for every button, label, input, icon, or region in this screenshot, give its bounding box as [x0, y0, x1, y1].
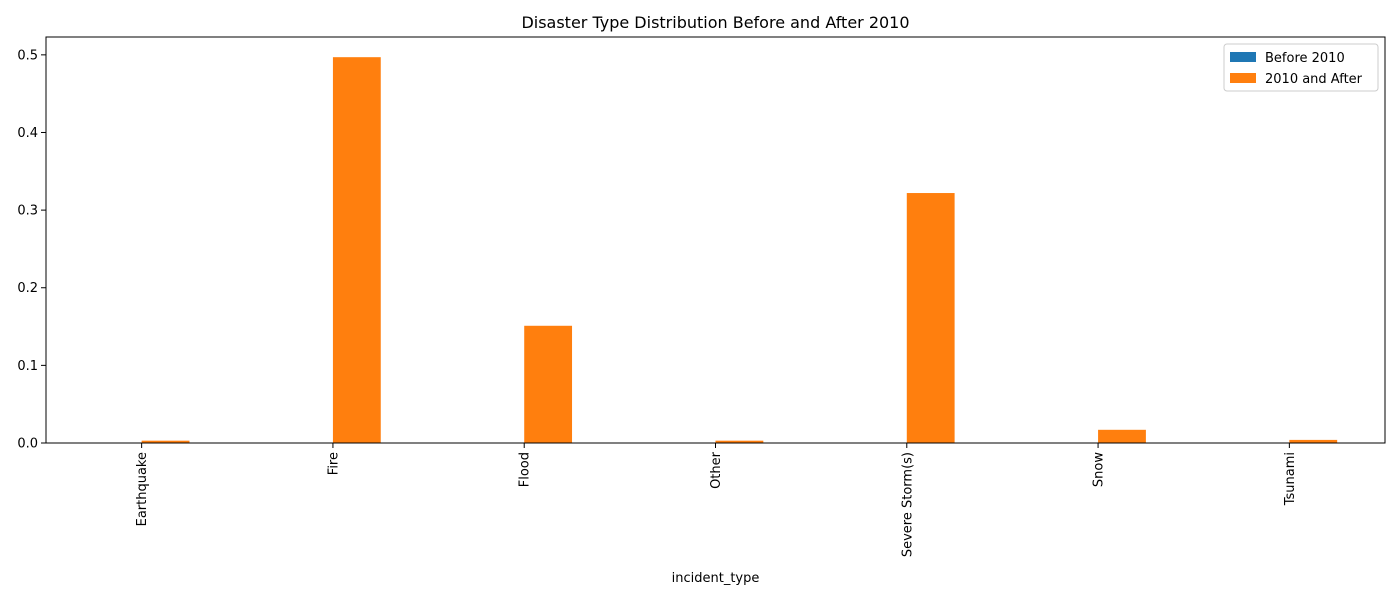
- x-tick-label: Other: [709, 451, 724, 489]
- x-tick-label: Flood: [518, 452, 533, 487]
- bar-2010-and-after-severe-storm-s: [906, 193, 955, 443]
- y-axis: 0.0 0.1 0.2 0.3 0.4 0.5: [17, 48, 46, 452]
- x-axis: Earthquake Fire Flood Other Severe Storm(s) S…: [135, 443, 1298, 557]
- y-tick-label: 0.0: [17, 437, 38, 452]
- legend-label: 2010 and After: [1265, 72, 1363, 87]
- x-tick-label: Severe Storm(s): [900, 452, 915, 557]
- y-tick-label: 0.4: [17, 126, 38, 141]
- legend: Before 2010 2010 and After: [1223, 43, 1379, 92]
- x-tick-label: Snow: [1092, 452, 1107, 487]
- bar-2010-and-after-flood: [524, 325, 573, 443]
- legend-label: Before 2010: [1265, 51, 1345, 66]
- bar-2010-and-after-other: [715, 440, 764, 443]
- y-tick-label: 0.3: [17, 204, 38, 219]
- y-tick-label: 0.2: [17, 281, 38, 296]
- x-tick-label: Fire: [326, 452, 341, 475]
- x-tick-label: Tsunami: [1283, 452, 1298, 506]
- y-tick-label: 0.5: [17, 48, 38, 63]
- x-tick-label: Earthquake: [135, 452, 150, 526]
- y-tick-label: 0.1: [17, 359, 38, 374]
- bar-2010-and-after-tsunami: [1289, 439, 1338, 443]
- bars-group: [141, 57, 1338, 443]
- legend-swatch: [1230, 73, 1256, 83]
- bar-2010-and-after-fire: [332, 57, 381, 443]
- legend-swatch: [1230, 52, 1256, 62]
- x-axis-label: incident_type: [672, 571, 760, 586]
- bar-2010-and-after-snow: [1098, 429, 1146, 443]
- plot-frame: [45, 36, 1386, 444]
- bar-2010-and-after-earthquake: [141, 440, 190, 443]
- legend-frame: [1223, 43, 1379, 92]
- chart-title: Disaster Type Distribution Before and Af…: [521, 13, 909, 32]
